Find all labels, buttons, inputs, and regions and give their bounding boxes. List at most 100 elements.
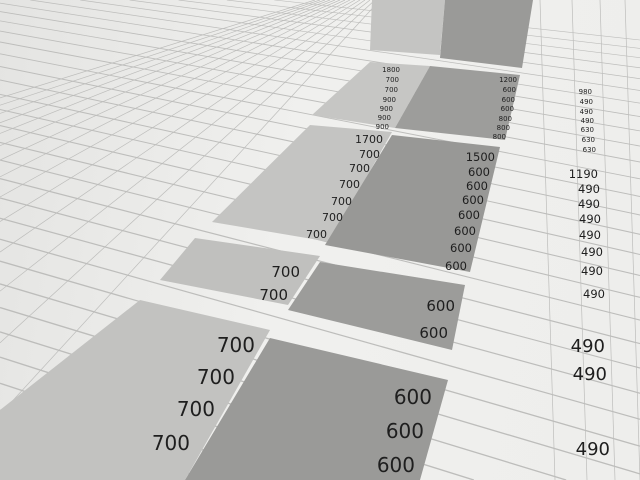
cell-value: 600	[468, 165, 490, 179]
grid-line	[599, 0, 616, 480]
cell-value: 1800	[382, 66, 400, 74]
cell-value: 1200	[499, 76, 517, 84]
cell-value: 600	[394, 385, 432, 409]
cell-value: 600	[458, 208, 480, 222]
cell-value: 490	[580, 98, 593, 106]
cell-value: 490	[573, 364, 607, 385]
grid-line	[0, 0, 336, 134]
grid-line	[0, 2, 640, 104]
grid-line	[0, 0, 381, 415]
cell-value: 700	[271, 263, 300, 281]
cell-value: 900	[383, 96, 396, 104]
shade-bot-b	[185, 338, 448, 480]
shade-top-b	[440, 0, 533, 68]
cell-value: 900	[378, 114, 391, 122]
cell-value: 700	[177, 397, 215, 421]
cell-value: 700	[217, 333, 255, 357]
shade-low-a	[160, 238, 320, 305]
grid-line	[624, 0, 640, 480]
cell-value: 600	[466, 179, 488, 193]
cell-value: 1500	[466, 150, 495, 164]
cell-value: 700	[385, 86, 398, 94]
grid-line	[0, 0, 316, 99]
cell-value: 490	[578, 197, 600, 211]
grid-line	[0, 0, 356, 198]
shade-top-a	[370, 0, 445, 55]
cell-value: 1700	[355, 133, 383, 146]
grid-line	[0, 30, 640, 147]
cell-value: 490	[581, 264, 603, 278]
cell-value: 800	[499, 115, 512, 123]
grid-line	[0, 238, 640, 420]
cell-value: 600	[386, 419, 424, 443]
cell-value: 900	[376, 123, 389, 131]
cell-value: 600	[377, 453, 415, 477]
grid-line	[0, 0, 341, 147]
grid-line	[0, 178, 640, 345]
cell-value: 700	[386, 76, 399, 84]
cell-value: 700	[349, 162, 370, 175]
cell-value: 600	[426, 297, 455, 315]
cell-value: 600	[419, 324, 448, 342]
cell-value: 600	[502, 96, 515, 104]
cell-value: 600	[462, 193, 484, 207]
cell-value: 630	[581, 126, 594, 134]
cell-value: 600	[445, 259, 467, 273]
cell-value: 700	[152, 431, 190, 455]
grid-line	[80, 0, 640, 80]
cell-values: 1800700700900900900900120060060060080080…	[152, 66, 610, 477]
cell-value: 700	[339, 178, 360, 191]
grid-line	[0, 11, 640, 117]
grid-line	[0, 0, 376, 344]
cell-value: 700	[331, 195, 352, 208]
grid-line	[0, 0, 326, 114]
grid-line	[0, 0, 361, 222]
cell-value: 800	[497, 124, 510, 132]
shade-mid-a	[212, 125, 392, 242]
grid-line	[0, 41, 640, 163]
cell-value: 490	[579, 212, 601, 226]
grid-line	[539, 0, 556, 480]
grid-line	[0, 0, 321, 106]
cell-value: 700	[259, 286, 288, 304]
cell-value: 600	[501, 105, 514, 113]
cell-value: 490	[581, 117, 594, 125]
cell-value: 490	[580, 108, 593, 116]
grid-line	[0, 53, 640, 180]
cell-value: 900	[380, 105, 393, 113]
cell-value: 700	[197, 365, 235, 389]
grid-line	[0, 0, 331, 124]
cell-value: 490	[578, 182, 600, 196]
grid-line	[0, 0, 346, 161]
shade-top2-b	[395, 66, 520, 140]
cell-value: 1190	[569, 167, 598, 181]
shade-top2-a	[312, 62, 430, 128]
shade-mid-b	[325, 135, 500, 272]
shaded-cells	[0, 0, 533, 480]
grid-line	[0, 0, 366, 253]
cell-value: 630	[582, 136, 595, 144]
cell-value: 700	[306, 228, 327, 241]
grid-line	[0, 20, 640, 132]
grid-line	[0, 0, 351, 178]
shade-bot-a	[0, 300, 270, 480]
grid-line	[571, 0, 588, 480]
cell-value: 980	[579, 88, 592, 96]
cell-value: 490	[581, 245, 603, 259]
grid-line	[30, 0, 640, 91]
cell-value: 700	[359, 148, 380, 161]
cell-value: 490	[579, 228, 601, 242]
cell-value: 800	[493, 133, 506, 141]
cell-value: 600	[503, 86, 516, 94]
cell-value: 630	[583, 146, 596, 154]
cell-value: 490	[583, 287, 605, 301]
shade-low-b	[288, 262, 465, 350]
cell-value: 490	[571, 336, 605, 357]
cell-value: 490	[576, 439, 610, 460]
cell-value: 700	[322, 211, 343, 224]
cell-value: 600	[450, 241, 472, 255]
cell-value: 600	[454, 224, 476, 238]
grid-line	[0, 0, 371, 292]
